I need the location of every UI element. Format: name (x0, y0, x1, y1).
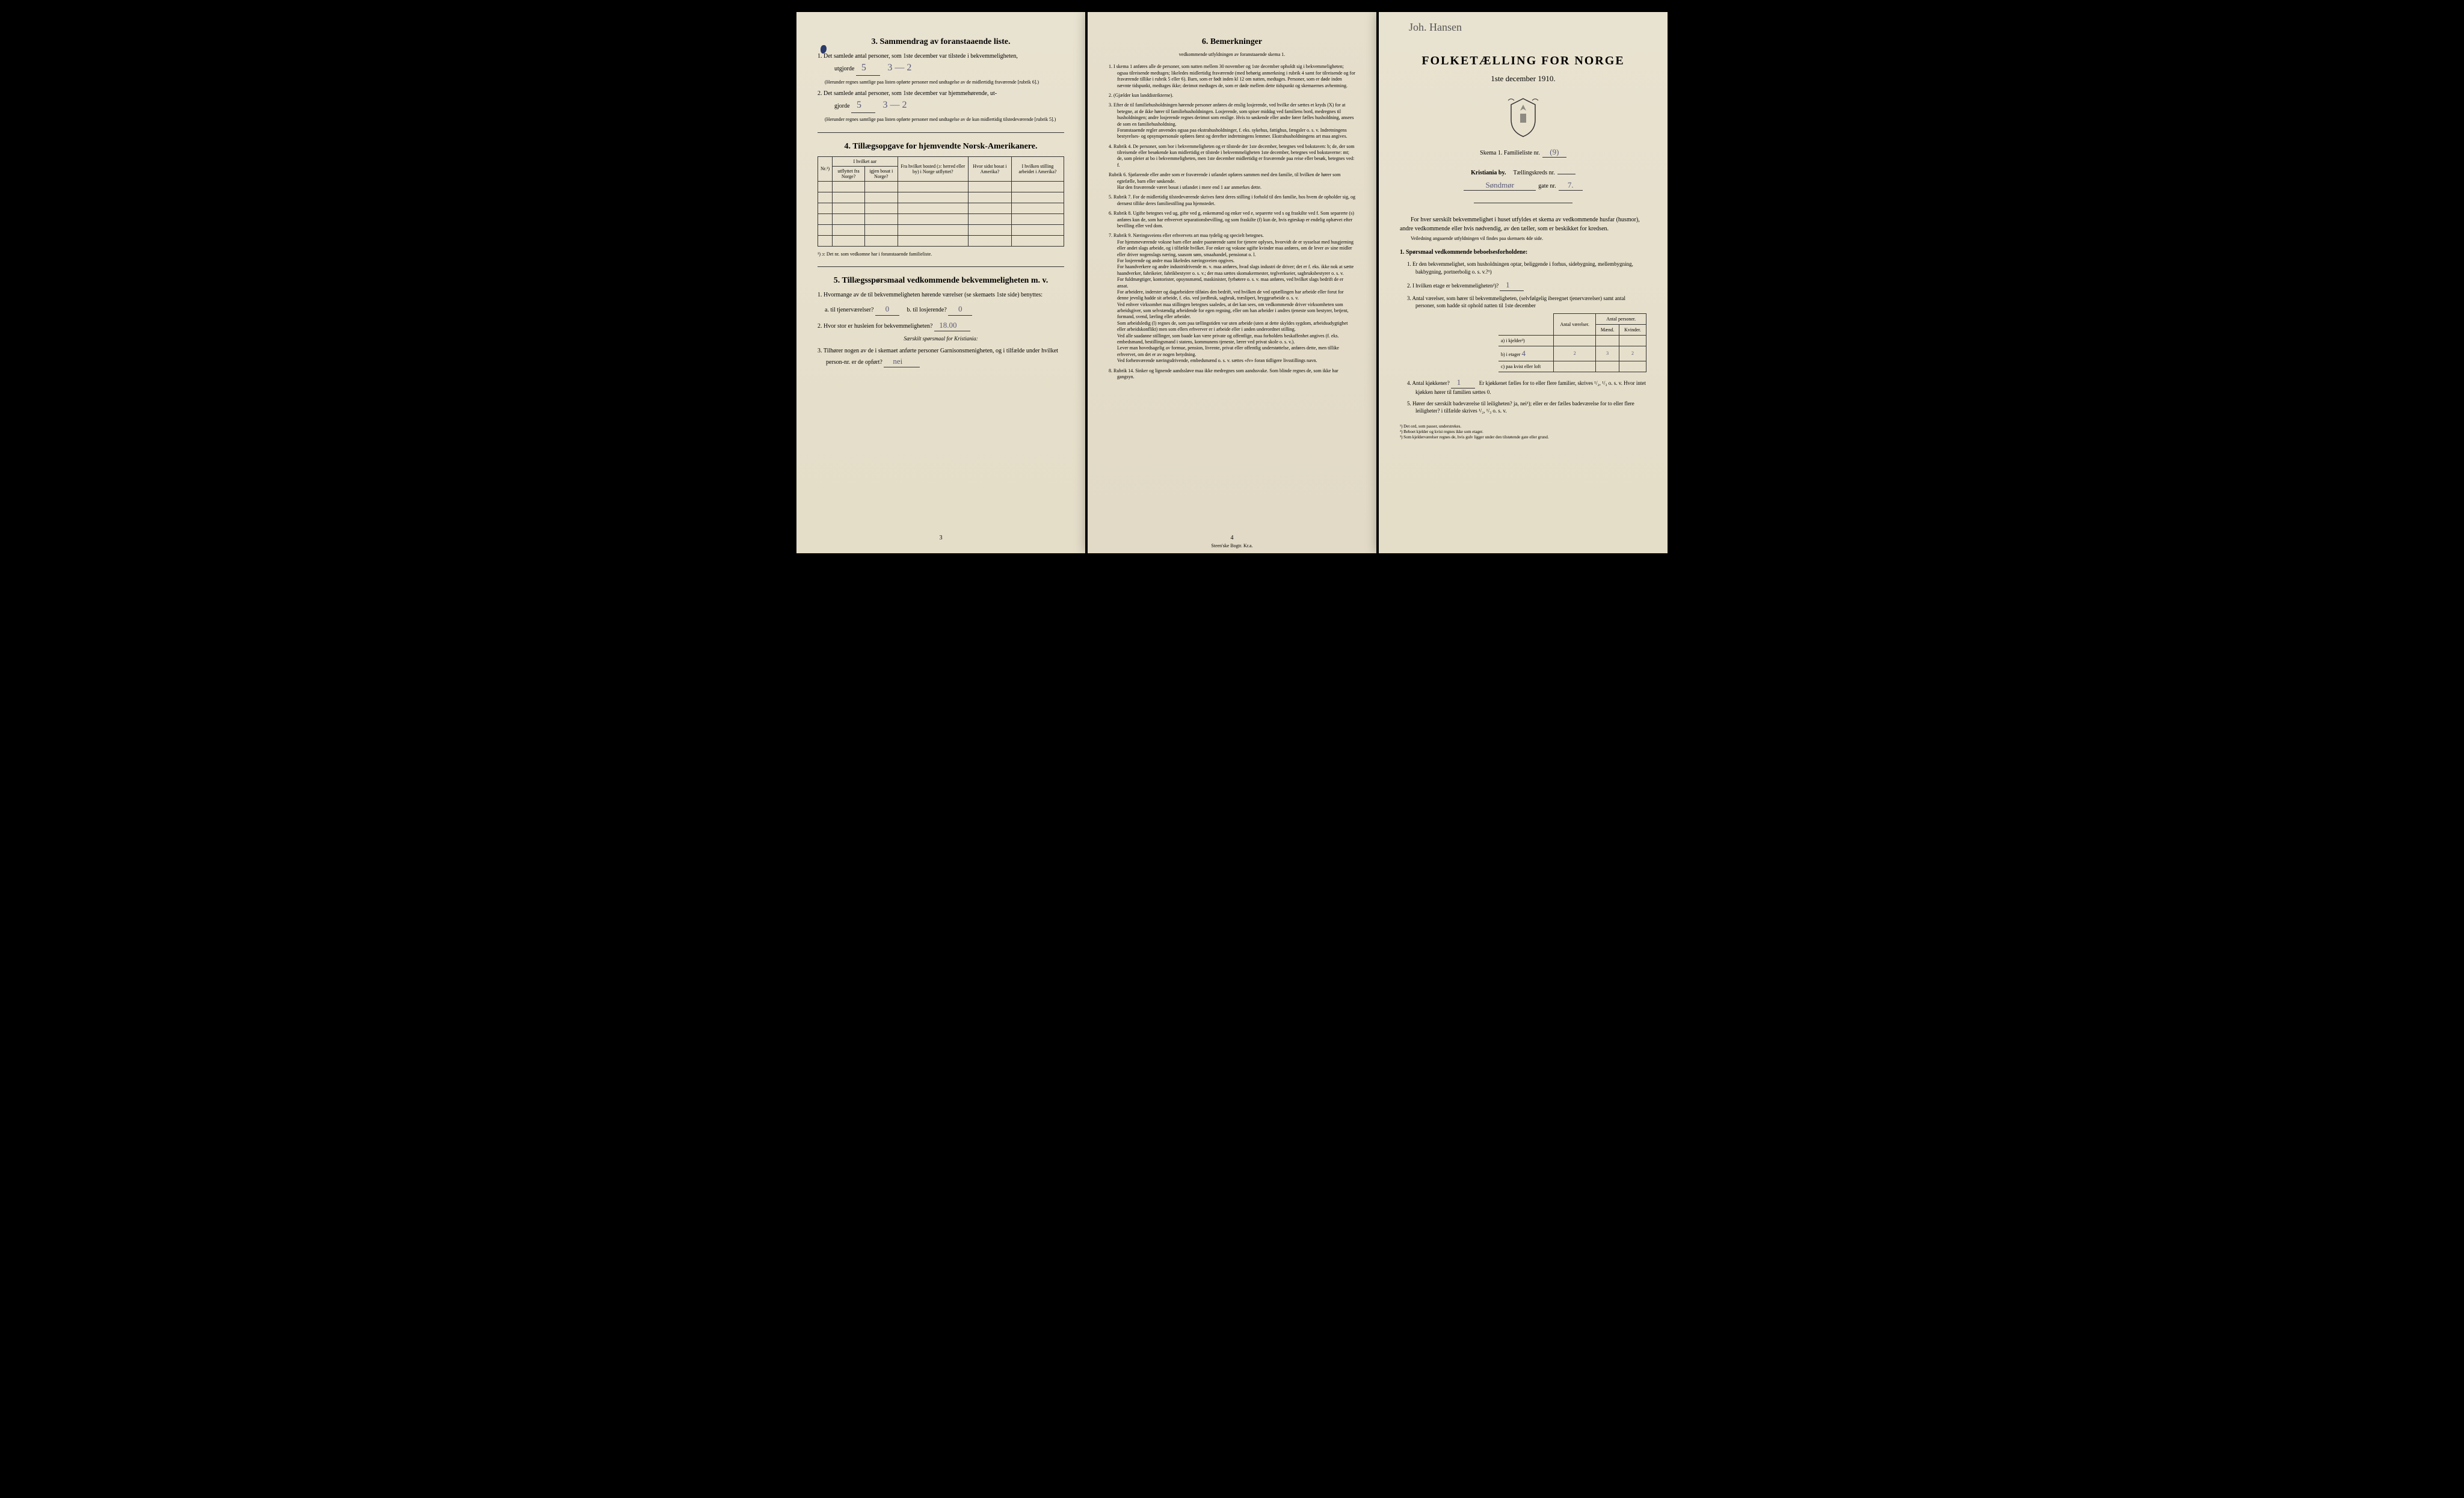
item-2: 2. (Gjælder kun landdistrikterne). (1109, 93, 1355, 99)
skema-line: Skema 1. Familieliste nr. (9) (1400, 147, 1646, 158)
page-right: Joh. Hansen FOLKETÆLLING FOR NORGE 1ste … (1379, 12, 1668, 553)
divider (818, 132, 1064, 133)
gate-line: Søndmør gate nr. 7. (1400, 180, 1646, 191)
sec5-q2-sub: Særskilt spørsmaal for Kristiania: (818, 335, 1064, 343)
row-b-men: 3 (1596, 346, 1619, 361)
item-1: 1. I skema 1 anføres alle de personer, s… (1109, 64, 1355, 89)
section-4-title: 4. Tillægsopgave for hjemvendte Norsk-Am… (818, 142, 1064, 152)
item-7: 7. Rubrik 9. Næringsveiens eller erhverv… (1109, 233, 1355, 364)
sec5-q2: 2. Hvor stor er husleien for bekvemmelig… (818, 319, 1064, 332)
sec5-q2-val: 18.00 (934, 319, 970, 332)
sec4-footnote: ¹) ɔ: Det nr. som vedkomne har i foranst… (818, 251, 1064, 257)
room-table: Antal værelser. Antal personer. Mænd. Kv… (1498, 313, 1646, 372)
gate-name: Søndmør (1464, 180, 1536, 191)
sec3-q1: 1. Det samlede antal personer, som 1ste … (818, 52, 1064, 76)
page-left: 3. Sammendrag av foranstaaende liste. 1.… (796, 12, 1085, 553)
divider (818, 266, 1064, 267)
sec5-q1: 1. Hvormange av de til bekvemmeligheten … (818, 290, 1064, 299)
sec5-q3-val: nei (884, 355, 920, 368)
item-6: 6. Rubrik 8. Ugifte betegnes ved ug, gif… (1109, 210, 1355, 229)
handwritten-name: Joh. Hansen (1409, 21, 1462, 34)
sec5-q3: 3. Tilhører nogen av de i skemaet anført… (818, 346, 1064, 368)
section-3-title: 3. Sammendrag av foranstaaende liste. (818, 37, 1064, 47)
sec3-q2-detail: 3 — 2 (883, 100, 907, 110)
p3-q4-val: 1 (1451, 377, 1475, 388)
page-number: 4 (1231, 535, 1234, 541)
p3-q5: 5. Hører der særskilt badeværelse til le… (1407, 400, 1646, 415)
main-subtitle: 1ste december 1910. (1400, 74, 1646, 84)
section-5-title: 5. Tillægsspørsmaal vedkommende bekvemme… (818, 276, 1064, 286)
sec3-q1-value: 5 (856, 61, 880, 76)
sec5-q1b-val: 0 (948, 303, 972, 316)
sec5-q1a-val: 0 (875, 303, 899, 316)
item-5: 5. Rubrik 7. For de midlertidig tilstede… (1109, 194, 1355, 207)
item-rubrik6: Rubrik 6. Sjøfarende eller andre som er … (1109, 172, 1355, 191)
intro-sub: Veiledning angaaende utfyldningen vil fi… (1400, 236, 1646, 242)
item-4: 4. Rubrik 4. De personer, som bor i bekv… (1109, 144, 1355, 169)
sec3-q1-detail: 3 — 2 (887, 63, 911, 73)
imprint: Steen'ske Bogtr. Kr.a. (1211, 543, 1252, 548)
footnotes: ¹) Det ord, som passer, understrekes. ²)… (1400, 424, 1646, 440)
sec3-q2: 2. Det samlede antal personer, som 1ste … (818, 89, 1064, 113)
item-3: 3. Efter de til familiehusholdningen hør… (1109, 102, 1355, 140)
sec3-q1-sub: (Herunder regnes samtlige paa listen opf… (825, 79, 1064, 85)
sec4-table: Nr.¹) I hvilket aar Fra hvilket bosted (… (818, 156, 1064, 247)
page-number: 3 (940, 535, 943, 541)
bemerkninger-list: 1. I skema 1 anføres alle de personer, s… (1109, 64, 1355, 380)
row-b-women: 2 (1619, 346, 1646, 361)
p3-q2-val: 1 (1500, 280, 1524, 291)
p3-q1: 1. Er den bekvemmelighet, som husholdnin… (1407, 260, 1646, 275)
row-b-rooms: 2 (1554, 346, 1596, 361)
section-6-subtitle: vedkommende utfyldningen av foranstaaend… (1109, 52, 1355, 58)
row-b-label: b) i etager 4 (1498, 346, 1554, 361)
item-8: 8. Rubrik 14. Sinker og lignende aandssl… (1109, 368, 1355, 381)
sec5-q1ab: a. til tjenerværelser? 0 b. til losjeren… (825, 303, 1064, 316)
p3-q2: 2. I hvilken etage er bekvemmeligheten²)… (1407, 280, 1646, 291)
sec3-q2-sub: (Herunder regnes samtlige paa listen opf… (825, 117, 1064, 123)
main-title: FOLKETÆLLING FOR NORGE (1400, 54, 1646, 68)
sec3-q2-value: 5 (851, 98, 875, 113)
location-line: Kristiania by. Tællingskreds nr. (1400, 167, 1646, 177)
p3-q3: 3. Antal værelser, som hører til bekvemm… (1407, 295, 1646, 310)
intro-text: For hver særskilt bekvemmelighet i huset… (1400, 215, 1646, 233)
gate-nr: 7. (1559, 180, 1583, 191)
section-6-title: 6. Bemerkninger (1109, 37, 1355, 47)
p3-q4: 4. Antal kjøkkener? 1 Er kjøkkenet fælle… (1407, 377, 1646, 396)
familieliste-nr: (9) (1542, 147, 1566, 158)
page-center: 6. Bemerkninger vedkommende utfyldningen… (1088, 12, 1376, 553)
coat-of-arms-icon (1505, 96, 1541, 138)
sec1-title: 1. Spørsmaal vedkommende beboelsesforhol… (1400, 248, 1646, 257)
